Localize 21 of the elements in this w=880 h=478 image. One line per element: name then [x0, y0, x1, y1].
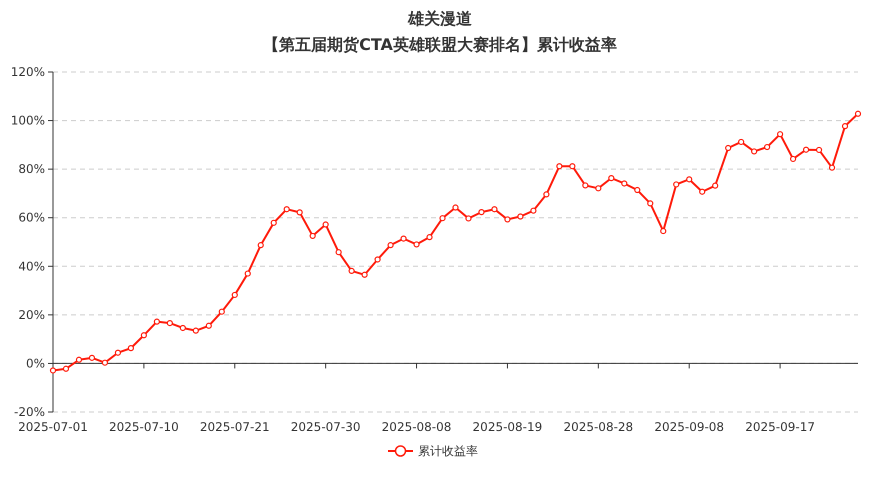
chart-subtitle: 【第五届期货CTA英雄联盟大赛排名】累计收益率 [263, 35, 617, 54]
x-tick-label: 2025-07-01 [18, 420, 88, 434]
x-tick-label: 2025-07-21 [200, 420, 270, 434]
y-tick-label: 120% [10, 65, 45, 79]
y-tick-label: 0% [26, 356, 45, 370]
x-tick-label: 2025-07-30 [290, 420, 361, 434]
legend-label: 累计收益率 [418, 444, 478, 458]
x-tick-label: 2025-07-10 [109, 420, 179, 434]
y-tick-label: 100% [10, 114, 45, 128]
y-tick-label: 20% [18, 308, 45, 322]
x-tick-label: 2025-08-08 [382, 420, 452, 434]
y-tick-label: 60% [18, 210, 45, 225]
chart-title: 雄关漫道 [407, 9, 473, 28]
y-tick-label: -20% [14, 405, 45, 419]
x-tick-label: 2025-08-19 [472, 420, 542, 434]
y-tick-label: 80% [18, 162, 45, 176]
x-tick-label: 2025-09-17 [745, 420, 815, 434]
x-tick-label: 2025-08-28 [563, 420, 634, 434]
legend-item: 累计收益率 [388, 444, 478, 458]
x-tick-label: 2025-09-08 [654, 420, 724, 434]
y-tick-label: 40% [18, 259, 45, 274]
